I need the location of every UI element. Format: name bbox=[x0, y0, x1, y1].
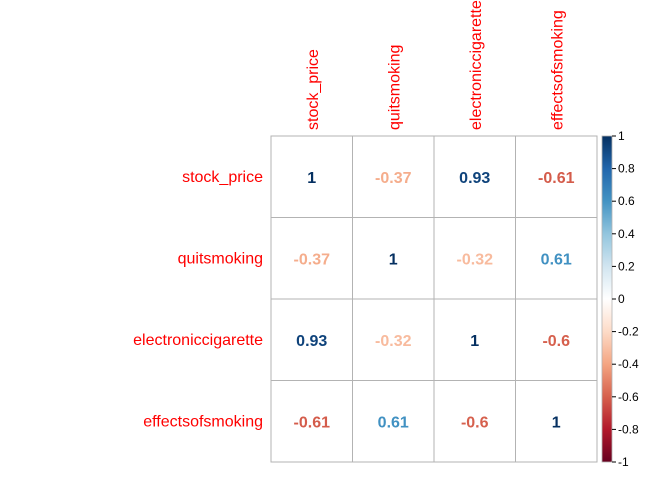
correlation-values: 1 -0.37 0.93 -0.61-0.37 1 -0.32 0.610.93 -0.32 1… bbox=[294, 170, 575, 432]
grid-cell bbox=[352, 217, 435, 300]
correlation-value: 1 bbox=[307, 170, 316, 187]
row-label: stock_price bbox=[182, 169, 263, 186]
grid-cell bbox=[515, 380, 598, 463]
correlation-value: -0.6 bbox=[461, 414, 489, 431]
color-scale-tick-label: -0.6 bbox=[618, 390, 639, 404]
grid-cell bbox=[270, 217, 353, 300]
color-scale-tick-label: -0.8 bbox=[618, 422, 639, 436]
color-scale-tick-label: 0 bbox=[618, 292, 625, 306]
row-labels: stock_price quitsmoking electroniccigarett… bbox=[133, 169, 263, 431]
grid-cell bbox=[515, 217, 598, 300]
grid-cell bbox=[270, 135, 353, 218]
color-scale-bar bbox=[601, 135, 613, 463]
column-label: quitsmoking bbox=[386, 45, 403, 130]
grid-cell bbox=[352, 380, 435, 463]
correlation-value: 0.61 bbox=[541, 251, 572, 268]
correlation-value: -0.32 bbox=[457, 251, 494, 268]
row-label: electroniccigarette bbox=[133, 332, 263, 349]
color-scale-tick-label: 0.8 bbox=[618, 162, 635, 176]
column-label: effectsofsmoking bbox=[549, 10, 566, 130]
color-legend: 1 0.8 0.6 0.4 0.2 0 -0.2 -0.4 -0.6 -0.8 -1 bbox=[601, 129, 639, 469]
grid-cell bbox=[352, 135, 435, 218]
correlation-value: -0.61 bbox=[538, 170, 575, 187]
correlation-grid bbox=[270, 135, 598, 463]
color-scale-tick-label: 0.6 bbox=[618, 194, 635, 208]
grid-cell bbox=[515, 135, 598, 218]
column-label: electroniccigarette bbox=[468, 0, 485, 130]
grid-cell bbox=[515, 298, 598, 381]
correlation-value: 0.93 bbox=[459, 170, 490, 187]
correlation-value: -0.61 bbox=[294, 414, 331, 431]
correlation-value: 0.61 bbox=[378, 414, 409, 431]
color-scale-tick-label: -1 bbox=[618, 455, 629, 469]
color-scale-tick-label: 0.2 bbox=[618, 259, 635, 273]
grid-cell bbox=[352, 298, 435, 381]
correlation-value: 1 bbox=[470, 333, 479, 350]
grid-cell bbox=[270, 380, 353, 463]
correlation-value: -0.37 bbox=[375, 170, 412, 187]
correlation-value: 1 bbox=[552, 414, 561, 431]
color-scale-tick-label: 0.4 bbox=[618, 227, 635, 241]
column-label: stock_price bbox=[305, 49, 322, 130]
color-scale-tick-label: -0.2 bbox=[618, 325, 639, 339]
correlation-value: 1 bbox=[389, 251, 398, 268]
grid-cell bbox=[433, 135, 516, 218]
row-label: effectsofsmoking bbox=[143, 413, 263, 430]
color-scale-tick-label: 1 bbox=[618, 129, 625, 143]
color-scale-tick-label: -0.4 bbox=[618, 357, 639, 371]
row-label: quitsmoking bbox=[178, 250, 263, 267]
correlation-value: 0.93 bbox=[296, 333, 327, 350]
column-labels: stock_price quitsmoking electroniccigarett… bbox=[305, 0, 567, 130]
correlation-value: -0.37 bbox=[294, 251, 331, 268]
correlation-value: -0.32 bbox=[375, 333, 412, 350]
correlation-value: -0.6 bbox=[542, 333, 570, 350]
